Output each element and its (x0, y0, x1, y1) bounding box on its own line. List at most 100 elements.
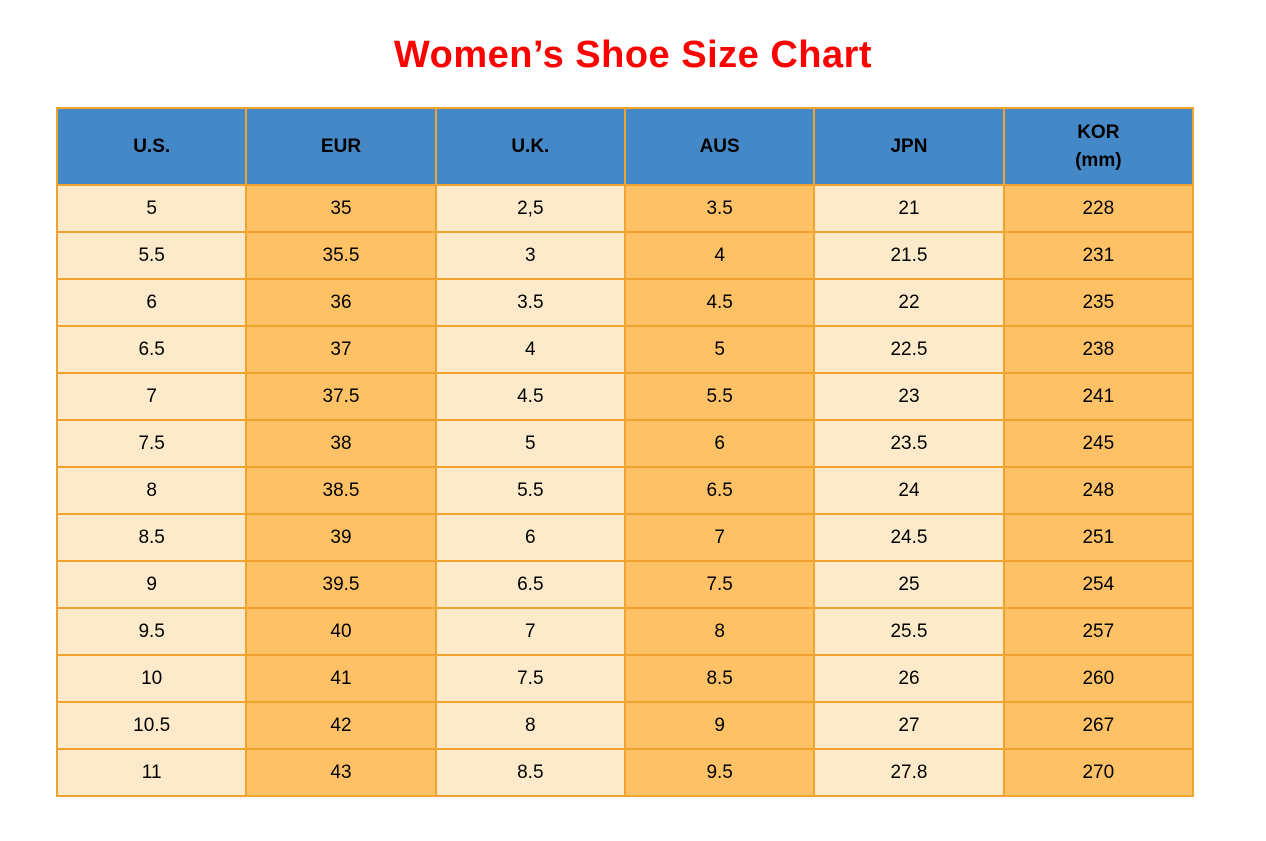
table-cell: 27 (813, 701, 1005, 750)
table-cell: 4 (623, 231, 816, 280)
table-cell: 10 (55, 654, 248, 703)
table-cell: 7 (55, 372, 248, 421)
table-cell: 27.8 (813, 748, 1005, 797)
size-chart-table: U.S. EUR U.K. AUS JPN KOR (mm) 5 35 2,5 3.5… (55, 107, 1195, 797)
table-cell: 35 (245, 184, 437, 233)
size-chart-body: 5 35 2,5 3.5 21 228 5.5 35.5 3 4 21.5 231 6 36 3.5 4.5 2… (55, 184, 1195, 797)
table-cell: 9.5 (55, 607, 248, 656)
table-cell: 38 (245, 419, 437, 468)
table-cell: 26 (813, 654, 1005, 703)
table-cell: 23.5 (813, 419, 1005, 468)
table-cell: 4 (434, 325, 626, 374)
table-cell: 42 (245, 701, 437, 750)
table-cell: 5 (623, 325, 816, 374)
table-cell: 11 (55, 748, 248, 797)
table-cell: 231 (1002, 231, 1195, 280)
table-cell: 270 (1002, 748, 1195, 797)
table-cell: 6 (434, 513, 626, 562)
table-cell: 8.5 (623, 654, 816, 703)
table-cell: 7 (434, 607, 626, 656)
table-row: 5 35 2,5 3.5 21 228 (55, 184, 1195, 233)
table-cell: 6 (55, 278, 248, 327)
table-cell: 7 (623, 513, 816, 562)
table-cell: 7.5 (434, 654, 626, 703)
table-cell: 6.5 (623, 466, 816, 515)
table-cell: 24.5 (813, 513, 1005, 562)
table-cell: 22 (813, 278, 1005, 327)
table-cell: 9.5 (623, 748, 816, 797)
table-cell: 238 (1002, 325, 1195, 374)
table-cell: 22.5 (813, 325, 1005, 374)
column-header-uk: U.K. (434, 107, 626, 186)
table-cell: 21.5 (813, 231, 1005, 280)
table-cell: 251 (1002, 513, 1195, 562)
column-header-us: U.S. (55, 107, 248, 186)
column-header-kor: KOR (mm) (1002, 107, 1195, 186)
column-header-jpn: JPN (813, 107, 1005, 186)
table-row: 9 39.5 6.5 7.5 25 254 (55, 560, 1195, 609)
table-cell: 37.5 (245, 372, 437, 421)
page-title: Women’s Shoe Size Chart (393, 34, 873, 76)
table-cell: 235 (1002, 278, 1195, 327)
table-row: 6.5 37 4 5 22.5 238 (55, 325, 1195, 374)
table-cell: 38.5 (245, 466, 437, 515)
header-row: U.S. EUR U.K. AUS JPN KOR (mm) (55, 107, 1195, 186)
table-cell: 4.5 (434, 372, 626, 421)
table-cell: 3.5 (623, 184, 816, 233)
table-cell: 6.5 (55, 325, 248, 374)
table-cell: 241 (1002, 372, 1195, 421)
table-cell: 257 (1002, 607, 1195, 656)
table-cell: 5 (55, 184, 248, 233)
table-cell: 2,5 (434, 184, 626, 233)
column-header-eur: EUR (245, 107, 437, 186)
table-cell: 6 (623, 419, 816, 468)
table-cell: 4.5 (623, 278, 816, 327)
table-row: 9.5 40 7 8 25.5 257 (55, 607, 1195, 656)
table-cell: 7.5 (55, 419, 248, 468)
table-row: 7 37.5 4.5 5.5 23 241 (55, 372, 1195, 421)
table-cell: 8 (434, 701, 626, 750)
table-cell: 40 (245, 607, 437, 656)
table-cell: 10.5 (55, 701, 248, 750)
table-cell: 25 (813, 560, 1005, 609)
table-cell: 24 (813, 466, 1005, 515)
table-cell: 9 (55, 560, 248, 609)
table-row: 10 41 7.5 8.5 26 260 (55, 654, 1195, 703)
table-cell: 9 (623, 701, 816, 750)
table-cell: 7.5 (623, 560, 816, 609)
table-row: 8.5 39 6 7 24.5 251 (55, 513, 1195, 562)
table-cell: 37 (245, 325, 437, 374)
table-cell: 39.5 (245, 560, 437, 609)
table-cell: 245 (1002, 419, 1195, 468)
table-cell: 8 (55, 466, 248, 515)
column-header-aus: AUS (623, 107, 816, 186)
table-cell: 267 (1002, 701, 1195, 750)
table-row: 11 43 8.5 9.5 27.8 270 (55, 748, 1195, 797)
table-cell: 228 (1002, 184, 1195, 233)
table-cell: 8 (623, 607, 816, 656)
table-cell: 254 (1002, 560, 1195, 609)
table-row: 6 36 3.5 4.5 22 235 (55, 278, 1195, 327)
table-row: 10.5 42 8 9 27 267 (55, 701, 1195, 750)
table-cell: 6.5 (434, 560, 626, 609)
table-row: 8 38.5 5.5 6.5 24 248 (55, 466, 1195, 515)
table-row: 5.5 35.5 3 4 21.5 231 (55, 231, 1195, 280)
table-cell: 5.5 (434, 466, 626, 515)
table-cell: 21 (813, 184, 1005, 233)
table-cell: 39 (245, 513, 437, 562)
table-cell: 5 (434, 419, 626, 468)
table-cell: 5.5 (623, 372, 816, 421)
table-cell: 8.5 (434, 748, 626, 797)
table-cell: 41 (245, 654, 437, 703)
table-cell: 248 (1002, 466, 1195, 515)
table-cell: 23 (813, 372, 1005, 421)
table-cell: 36 (245, 278, 437, 327)
table-cell: 260 (1002, 654, 1195, 703)
table-cell: 8.5 (55, 513, 248, 562)
table-cell: 3.5 (434, 278, 626, 327)
table-cell: 3 (434, 231, 626, 280)
table-cell: 43 (245, 748, 437, 797)
table-cell: 35.5 (245, 231, 437, 280)
table-row: 7.5 38 5 6 23.5 245 (55, 419, 1195, 468)
table-cell: 25.5 (813, 607, 1005, 656)
